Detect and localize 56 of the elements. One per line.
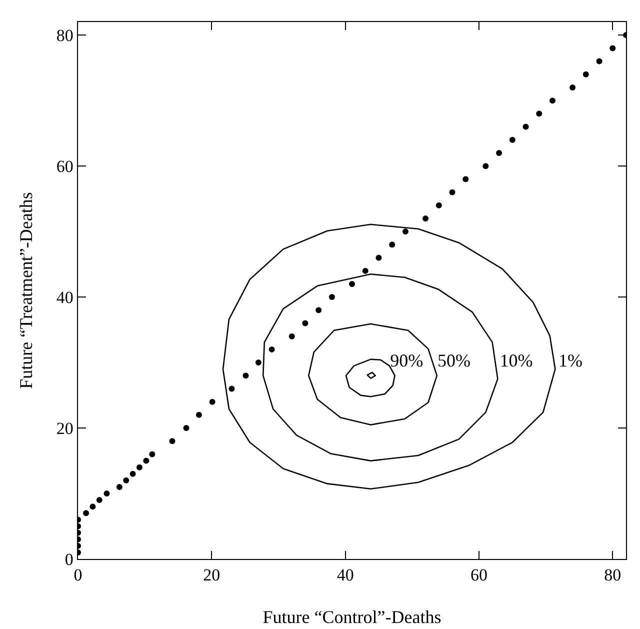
point	[104, 490, 110, 497]
point	[242, 372, 249, 379]
point	[83, 510, 90, 516]
point	[549, 98, 556, 104]
x-tick-label: 60	[470, 566, 488, 585]
point	[169, 438, 176, 444]
point	[149, 451, 156, 458]
point	[449, 189, 456, 196]
point	[228, 386, 235, 392]
point	[136, 464, 142, 470]
point	[96, 497, 102, 504]
point	[362, 268, 368, 274]
x-tick-label: 20	[203, 566, 220, 585]
point	[116, 484, 122, 490]
y-tick-label: 40	[56, 288, 74, 307]
point	[268, 346, 275, 352]
point	[288, 333, 295, 340]
y-tick-label: 0	[64, 550, 74, 569]
point	[130, 470, 136, 477]
x-tick-label: 40	[336, 566, 354, 585]
point	[302, 320, 308, 326]
y-tick-label: 80	[56, 26, 74, 46]
point	[570, 84, 576, 90]
point	[610, 45, 616, 52]
point	[143, 458, 150, 464]
annotation: 10%	[500, 350, 533, 371]
point	[509, 136, 516, 143]
annotation: 90%	[390, 350, 424, 371]
point	[209, 398, 216, 405]
point	[389, 242, 396, 248]
y-tick-label: 60	[56, 157, 74, 176]
point	[462, 176, 469, 182]
y-tick-label: 20	[56, 418, 74, 438]
point	[349, 280, 355, 287]
point	[482, 163, 489, 170]
x-tick-label: 80	[604, 566, 622, 585]
point	[123, 477, 130, 484]
point	[582, 71, 589, 78]
point	[90, 504, 96, 510]
point	[402, 228, 408, 235]
point	[196, 412, 202, 418]
y-axis-title: Future “Treatment”-Deaths	[16, 192, 36, 389]
point	[496, 150, 502, 156]
point	[376, 254, 382, 261]
point	[436, 202, 442, 208]
point	[255, 360, 262, 366]
point	[183, 425, 190, 432]
point	[422, 215, 429, 222]
annotation: 1%	[558, 350, 582, 371]
point	[316, 307, 322, 314]
point	[596, 58, 602, 64]
annotation: 50%	[438, 350, 471, 371]
point	[536, 110, 542, 117]
point	[522, 124, 529, 130]
x-axis-title: Future “Control”-Deaths	[262, 607, 442, 628]
point	[328, 294, 335, 300]
